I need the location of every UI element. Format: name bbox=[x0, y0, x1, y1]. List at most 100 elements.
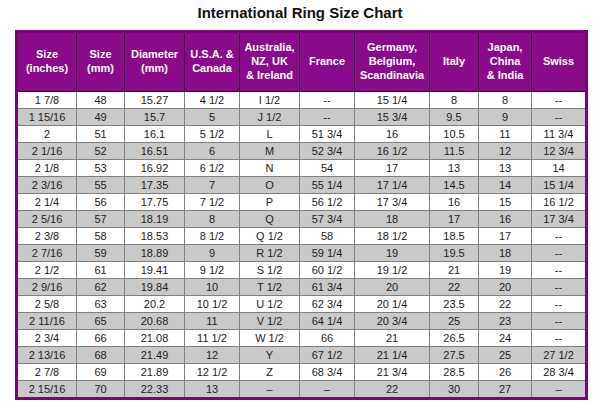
cell: 10 bbox=[185, 279, 240, 296]
cell: 2 3/8 bbox=[17, 228, 77, 245]
cell: 17.75 bbox=[125, 194, 185, 211]
cell: 19 bbox=[355, 245, 430, 262]
cell: P bbox=[240, 194, 300, 211]
cell: 2 9/16 bbox=[17, 279, 77, 296]
cell: 16 bbox=[479, 211, 532, 228]
cell: I 1/2 bbox=[240, 92, 300, 109]
cell: 56 1/2 bbox=[300, 194, 355, 211]
cell: 55 bbox=[77, 177, 125, 194]
cell: 15 1/4 bbox=[355, 92, 430, 109]
table-row: 25116.15 1/2L51 3/41610.51111 3/4 bbox=[17, 126, 587, 143]
cell: 6 1/2 bbox=[185, 160, 240, 177]
cell: R 1/2 bbox=[240, 245, 300, 262]
column-header-8: Japan, China & India bbox=[479, 32, 532, 92]
cell: 5 bbox=[185, 109, 240, 126]
cell: 11 bbox=[185, 313, 240, 330]
table-row: 2 11/166520.6811V 1/264 1/420 3/42523-- bbox=[17, 313, 587, 330]
cell: S 1/2 bbox=[240, 262, 300, 279]
cell: 28.5 bbox=[430, 364, 479, 381]
cell: 20 1/4 bbox=[355, 296, 430, 313]
cell: 21 bbox=[430, 262, 479, 279]
cell: 10 1/2 bbox=[185, 296, 240, 313]
cell: 15 3/4 bbox=[355, 109, 430, 126]
cell: 11.5 bbox=[430, 143, 479, 160]
cell: 66 bbox=[77, 330, 125, 347]
table-row: 2 13/166821.4912Y67 1/221 1/427.52527 1/… bbox=[17, 347, 587, 364]
cell: 66 bbox=[300, 330, 355, 347]
cell: Q bbox=[240, 211, 300, 228]
cell: 21.89 bbox=[125, 364, 185, 381]
cell: 64 1/4 bbox=[300, 313, 355, 330]
table-row: 2 7/86921.8912 1/2Z68 3/421 3/428.52628 … bbox=[17, 364, 587, 381]
cell: 2 3/16 bbox=[17, 177, 77, 194]
cell: V 1/2 bbox=[240, 313, 300, 330]
column-header-3: U.S.A. & Canada bbox=[185, 32, 240, 92]
cell: 1 7/8 bbox=[17, 92, 77, 109]
table-row: 1 15/164915.75J 1/2--15 3/49.59-- bbox=[17, 109, 587, 126]
column-header-5: France bbox=[300, 32, 355, 92]
table-row: 2 3/165517.357O55 1/417 1/414.51415 1/4 bbox=[17, 177, 587, 194]
cell: 59 bbox=[77, 245, 125, 262]
cell: 19.41 bbox=[125, 262, 185, 279]
cell: 2 5/8 bbox=[17, 296, 77, 313]
cell: 17 bbox=[479, 228, 532, 245]
cell: 5 1/2 bbox=[185, 126, 240, 143]
cell: 26 bbox=[479, 364, 532, 381]
cell: 14 bbox=[532, 160, 587, 177]
cell: 22.33 bbox=[125, 381, 185, 399]
cell: 17 bbox=[355, 160, 430, 177]
cell: 24 bbox=[479, 330, 532, 347]
cell: 20 bbox=[355, 279, 430, 296]
cell: 8 bbox=[185, 211, 240, 228]
table-row: 2 1/85316.926 1/2N5417131314 bbox=[17, 160, 587, 177]
cell: 18.89 bbox=[125, 245, 185, 262]
cell: 20 3/4 bbox=[355, 313, 430, 330]
cell: 2 11/16 bbox=[17, 313, 77, 330]
cell: 69 bbox=[77, 364, 125, 381]
cell: 70 bbox=[77, 381, 125, 399]
cell: T 1/2 bbox=[240, 279, 300, 296]
cell: 60 1/2 bbox=[300, 262, 355, 279]
column-header-2: Diameter (mm) bbox=[125, 32, 185, 92]
cell: 28 3/4 bbox=[532, 364, 587, 381]
cell: 2 5/16 bbox=[17, 211, 77, 228]
cell: – bbox=[300, 381, 355, 399]
cell: 6 bbox=[185, 143, 240, 160]
cell: 11 bbox=[479, 126, 532, 143]
cell: 13 bbox=[430, 160, 479, 177]
chart-title: International Ring Size Chart bbox=[0, 0, 600, 21]
cell: 17 bbox=[430, 211, 479, 228]
cell: 20 bbox=[479, 279, 532, 296]
cell: Z bbox=[240, 364, 300, 381]
cell: 17 3/4 bbox=[355, 194, 430, 211]
cell: 62 3/4 bbox=[300, 296, 355, 313]
cell: – bbox=[532, 381, 587, 399]
cell: 21.49 bbox=[125, 347, 185, 364]
ring-size-chart: Size (inches)Size (mm)Diameter (mm)U.S.A… bbox=[15, 30, 588, 400]
column-header-4: Australia, NZ, UK & Ireland bbox=[240, 32, 300, 92]
cell: 53 bbox=[77, 160, 125, 177]
cell: 59 1/4 bbox=[300, 245, 355, 262]
cell: 27.5 bbox=[430, 347, 479, 364]
cell: 9 1/2 bbox=[185, 262, 240, 279]
cell: 16 bbox=[355, 126, 430, 143]
cell: 23.5 bbox=[430, 296, 479, 313]
cell: 10.5 bbox=[430, 126, 479, 143]
cell: -- bbox=[532, 109, 587, 126]
cell: 8 bbox=[430, 92, 479, 109]
column-header-1: Size (mm) bbox=[77, 32, 125, 92]
cell: N bbox=[240, 160, 300, 177]
cell: 22 bbox=[479, 296, 532, 313]
cell: Y bbox=[240, 347, 300, 364]
cell: 57 3/4 bbox=[300, 211, 355, 228]
table-row: 2 1/26119.419 1/2S 1/260 1/219 1/22119-- bbox=[17, 262, 587, 279]
cell: -- bbox=[532, 330, 587, 347]
cell: J 1/2 bbox=[240, 109, 300, 126]
cell: 2 15/16 bbox=[17, 381, 77, 399]
cell: -- bbox=[300, 109, 355, 126]
cell: 21.08 bbox=[125, 330, 185, 347]
cell: 20.2 bbox=[125, 296, 185, 313]
table-row: 2 7/165918.899R 1/259 1/41919.518-- bbox=[17, 245, 587, 262]
cell: 62 bbox=[77, 279, 125, 296]
cell: 16 1/2 bbox=[355, 143, 430, 160]
